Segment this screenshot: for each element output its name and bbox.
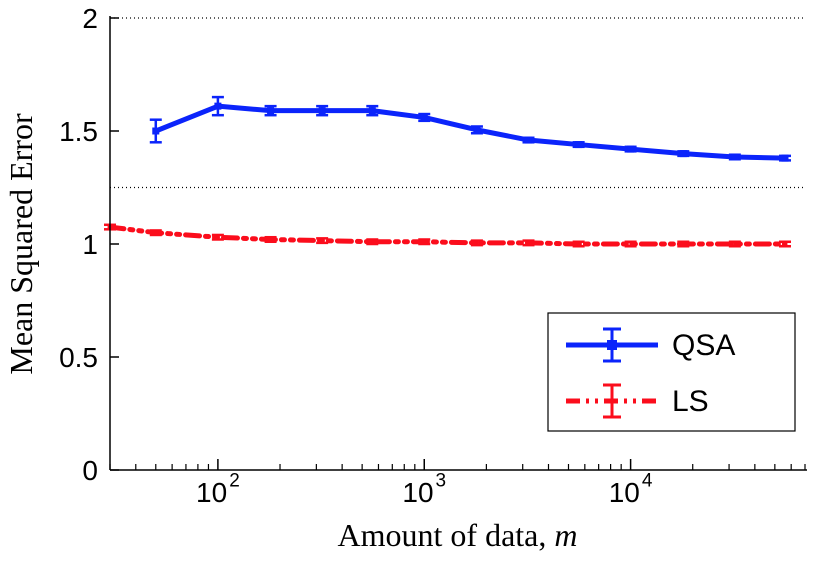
chart-svg: 00.511.52102103104Amount of data, mMean … bbox=[0, 0, 822, 561]
svg-text:LS: LS bbox=[672, 385, 709, 418]
svg-text:2: 2 bbox=[82, 3, 98, 34]
svg-text:Mean Squared Error: Mean Squared Error bbox=[3, 113, 39, 375]
svg-text:QSA: QSA bbox=[672, 329, 735, 362]
svg-text:1.5: 1.5 bbox=[59, 116, 98, 147]
svg-text:0: 0 bbox=[82, 455, 98, 486]
svg-text:1: 1 bbox=[82, 229, 98, 260]
svg-text:0.5: 0.5 bbox=[59, 342, 98, 373]
mse-vs-data-chart: 00.511.52102103104Amount of data, mMean … bbox=[0, 0, 822, 561]
svg-text:Amount of data, m: Amount of data, m bbox=[338, 517, 578, 553]
